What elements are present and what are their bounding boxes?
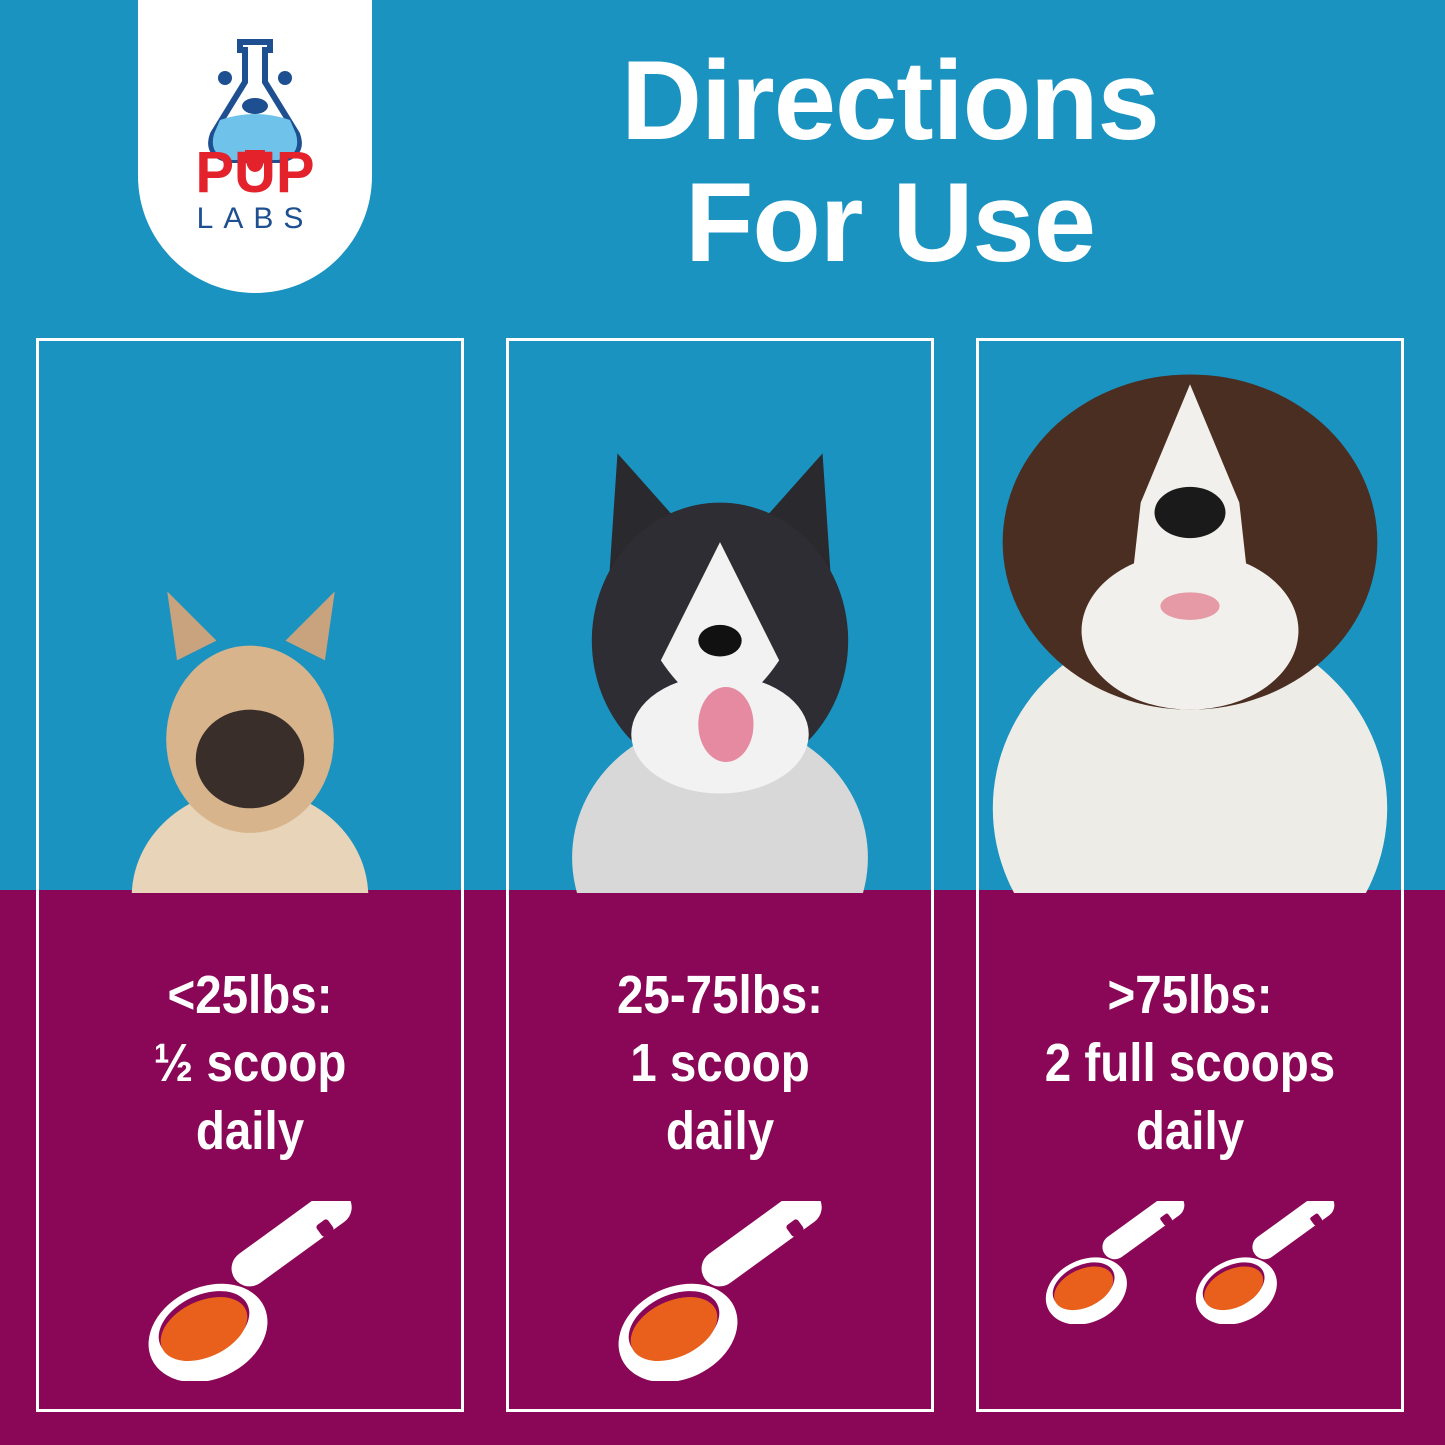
scoop-group	[509, 1201, 931, 1381]
scoop-icon	[618, 1201, 822, 1381]
dosage-panel-small: <25lbs: ½ scoop daily	[36, 338, 464, 1412]
page-title: Directions For Use	[520, 40, 1260, 284]
scoop-fill	[1204, 1266, 1264, 1311]
french-bulldog-image	[131, 591, 369, 893]
dosage-panel-medium: 25-75lbs: 1 scoop daily	[506, 338, 934, 1412]
title-line-2: For Use	[685, 160, 1096, 285]
scoop-group	[979, 1201, 1401, 1324]
svg-text:PUP: PUP	[195, 140, 314, 205]
scoop-icon	[148, 1201, 352, 1381]
dosage-text: <25lbs: ½ scoop daily	[153, 965, 347, 1161]
svg-text:LABS: LABS	[197, 202, 314, 235]
saint-bernard-image	[992, 374, 1388, 893]
scoop-fill	[630, 1297, 718, 1361]
dosage-panel-large: >75lbs: 2 full scoops daily	[976, 338, 1404, 1412]
dosage-text: >75lbs: 2 full scoops daily	[1044, 965, 1336, 1161]
scoop-icon	[1195, 1201, 1335, 1324]
dosage-text: 25-75lbs: 1 scoop daily	[616, 965, 824, 1161]
pup-labs-logo: PUP LABS	[138, 0, 372, 293]
scoop-fill	[1054, 1266, 1114, 1311]
scoop-group	[39, 1201, 461, 1381]
husky-image	[572, 453, 868, 893]
scoop-icon	[1045, 1201, 1185, 1324]
title-line-1: Directions	[621, 38, 1160, 163]
scoop-fill	[160, 1297, 248, 1361]
